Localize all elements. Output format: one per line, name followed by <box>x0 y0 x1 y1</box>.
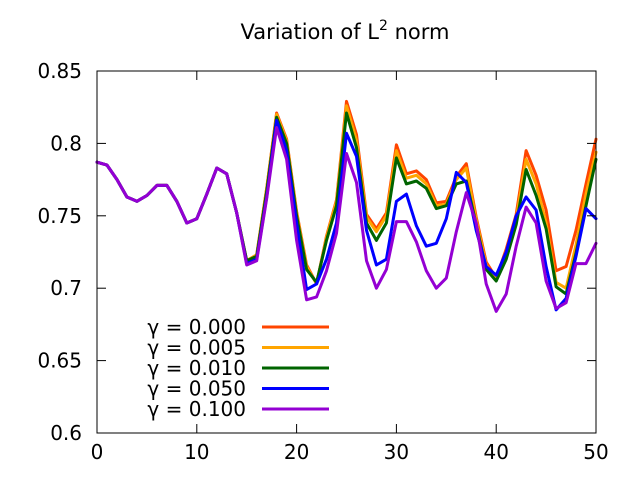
y-tick-label: 0.65 <box>37 349 82 373</box>
legend-label-4: γ = 0.100 <box>147 397 246 421</box>
legend-label-1: γ = 0.005 <box>147 336 246 360</box>
series-layer <box>95 99 598 313</box>
y-tick-label: 0.6 <box>50 421 82 445</box>
y-tick-label: 0.75 <box>37 204 82 228</box>
x-tick-label: 0 <box>91 440 104 464</box>
chart-title-main: Variation of L <box>241 20 380 44</box>
x-tick-label: 40 <box>483 440 508 464</box>
x-tick-label: 10 <box>184 440 209 464</box>
series-line-4 <box>95 126 598 313</box>
y-tick-label: 0.7 <box>50 276 82 300</box>
chart-title-rest: norm <box>388 20 450 44</box>
axes-layer: 0 10 20 30 40 50 0.6 0.65 0.7 0.75 0.8 0.85 <box>37 59 608 464</box>
x-tick-label: 50 <box>583 440 608 464</box>
chart-title-superscript: 2 <box>379 18 388 34</box>
series-line-3 <box>95 118 598 312</box>
plot-frame <box>96 70 597 434</box>
y-tick-label: 0.85 <box>37 59 82 83</box>
legend-label-0: γ = 0.000 <box>147 315 246 339</box>
legend-label-3: γ = 0.050 <box>147 377 246 401</box>
x-tick-label: 30 <box>384 440 409 464</box>
chart-title: Variation of L2 norm <box>241 18 450 44</box>
y-tick-label: 0.8 <box>50 131 82 155</box>
x-tick-label: 20 <box>284 440 309 464</box>
legend-label-2: γ = 0.010 <box>147 356 246 380</box>
